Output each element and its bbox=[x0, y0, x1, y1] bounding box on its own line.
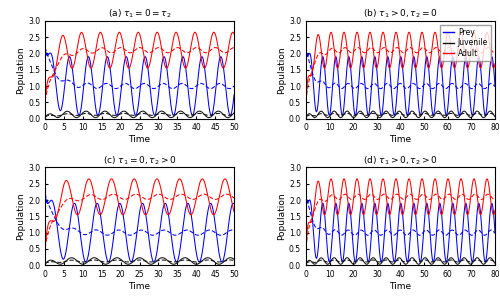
Y-axis label: Population: Population bbox=[277, 46, 286, 94]
Title: (b) $\tau_1>0,\tau_2=0$: (b) $\tau_1>0,\tau_2=0$ bbox=[363, 8, 438, 20]
Title: (a) $\tau_1=0=\tau_2$: (a) $\tau_1=0=\tau_2$ bbox=[108, 8, 172, 20]
Title: (d) $\tau_1>0,\tau_2>0$: (d) $\tau_1>0,\tau_2>0$ bbox=[363, 154, 438, 167]
Y-axis label: Population: Population bbox=[16, 193, 25, 240]
Legend: Prey, Juvenile, Adult: Prey, Juvenile, Adult bbox=[440, 25, 491, 61]
X-axis label: Time: Time bbox=[128, 282, 150, 291]
X-axis label: Time: Time bbox=[390, 282, 411, 291]
Y-axis label: Population: Population bbox=[16, 46, 25, 94]
X-axis label: Time: Time bbox=[128, 135, 150, 144]
Title: (c) $\tau_1=0,\tau_2>0$: (c) $\tau_1=0,\tau_2>0$ bbox=[102, 154, 176, 167]
X-axis label: Time: Time bbox=[390, 135, 411, 144]
Y-axis label: Population: Population bbox=[277, 193, 286, 240]
